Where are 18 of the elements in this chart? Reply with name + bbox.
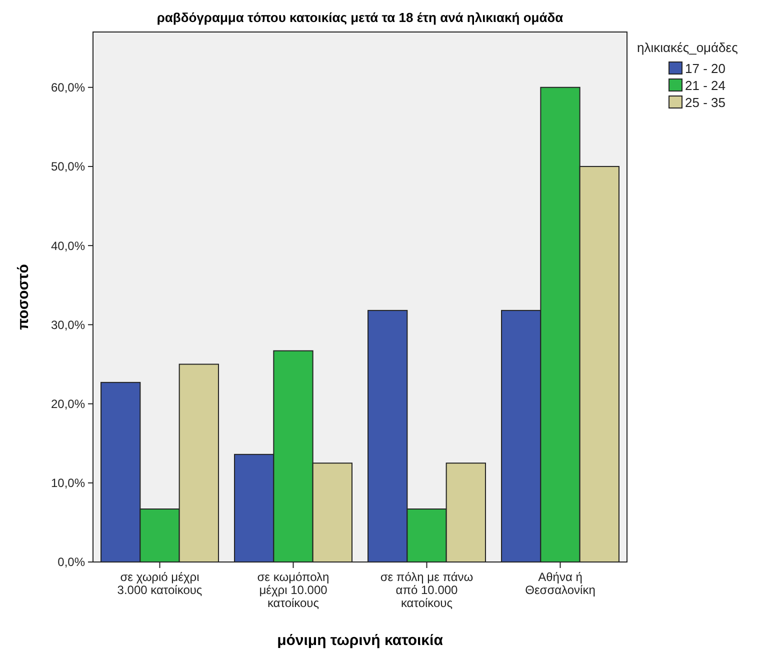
x-axis-title: μόνιμη τωρινή κατοικία xyxy=(277,632,444,649)
chart-title: ραβδόγραμμα τόπου κατοικίας μετά τα 18 έτη ανά ηλικιακή ομάδα xyxy=(156,10,564,25)
y-tick-label: 20,0% xyxy=(50,396,86,411)
y-axis-title: ποσοστό xyxy=(15,264,32,330)
x-tick-label: σε πόλη με πάνω από 10.000 κατοίκους xyxy=(380,570,474,610)
y-tick-label: 10,0% xyxy=(50,476,86,490)
y-tick-label: 30,0% xyxy=(50,318,86,332)
y-tick-label: 60,0% xyxy=(50,80,86,95)
y-tick-label: 40,0% xyxy=(50,238,86,253)
legend-label: 25 - 35 xyxy=(685,95,726,110)
y-tick-label: 0,0% xyxy=(58,555,86,570)
y-tick-label: 50,0% xyxy=(50,160,86,174)
x-tick-label: σε κωμόπολη μέχρι 10.000 κατοίκους xyxy=(257,570,330,610)
legend-label: 21 - 24 xyxy=(685,78,726,93)
x-tick-label: Αθήνα ή Θεσσαλονίκη xyxy=(525,570,596,597)
legend-label: 17 - 20 xyxy=(685,61,726,76)
x-tick-label: σε χωριό μέχρι 3.000 κατοίκους xyxy=(117,570,202,597)
legend-title: ηλικιακές_ομάδες xyxy=(637,40,738,55)
